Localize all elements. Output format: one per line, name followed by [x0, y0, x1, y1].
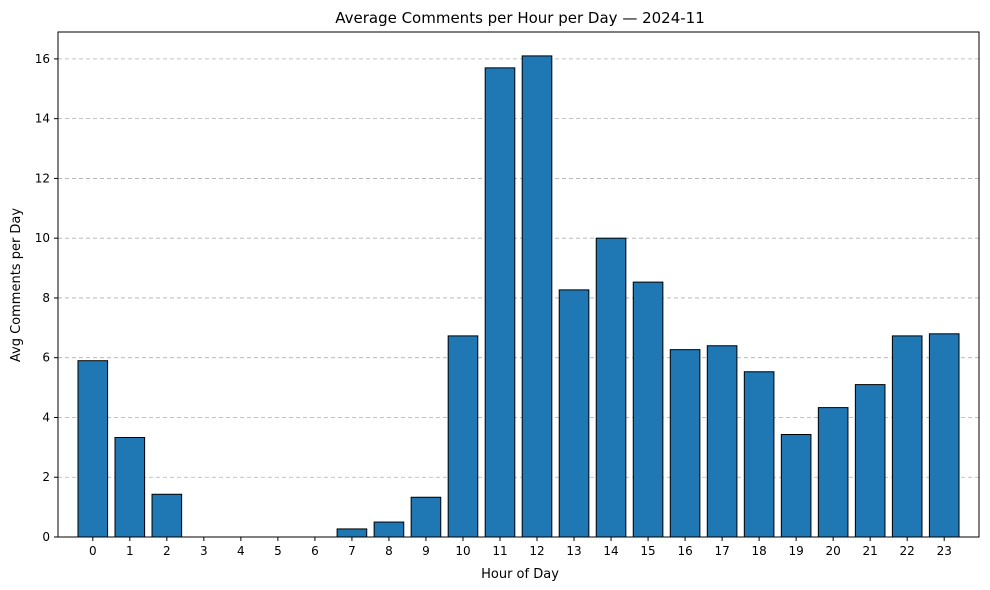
x-tick-label: 6	[311, 544, 319, 558]
bar-hour-1	[114, 436, 146, 538]
y-tick-label: 14	[35, 112, 50, 126]
y-axis-ticks: 0 2 4 6 8 10 12 14 16	[35, 52, 58, 544]
bar-hour-9	[410, 496, 442, 538]
x-tick-label: 19	[788, 544, 803, 558]
x-tick-label: 4	[237, 544, 245, 558]
bar-hour-7	[336, 528, 368, 538]
bar-hour-20	[817, 407, 849, 538]
bar-hour-19	[780, 434, 812, 538]
bar-hour-18	[743, 371, 775, 538]
x-tick-label: 11	[492, 544, 507, 558]
chart-title: Average Comments per Hour per Day — 2024…	[335, 9, 705, 27]
bar-hour-2	[151, 493, 183, 538]
x-tick-label: 18	[751, 544, 766, 558]
x-tick-label: 21	[863, 544, 878, 558]
x-tick-label: 23	[937, 544, 952, 558]
x-tick-label: 17	[714, 544, 729, 558]
x-tick-label: 1	[126, 544, 134, 558]
bar-hour-17	[706, 345, 738, 538]
x-tick-label: 20	[826, 544, 841, 558]
x-tick-label: 16	[677, 544, 692, 558]
x-axis-ticks: 0 1 2 3 4 5 6 7 8 9 10 11 12 13 14 15 16 17 18 19 20 21 22 23	[89, 537, 952, 558]
x-tick-label: 10	[455, 544, 470, 558]
y-tick-label: 6	[42, 351, 50, 365]
y-tick-label: 0	[42, 530, 50, 544]
bar-hour-8	[373, 521, 405, 538]
bar-hour-21	[854, 384, 886, 538]
y-tick-label: 12	[35, 171, 50, 185]
bar-hour-11	[484, 67, 516, 538]
x-tick-label: 3	[200, 544, 208, 558]
y-tick-label: 16	[35, 52, 50, 66]
bar-hour-15	[632, 281, 664, 538]
bar-hour-22	[891, 335, 923, 538]
x-tick-label: 13	[566, 544, 581, 558]
x-tick-label: 12	[529, 544, 544, 558]
x-tick-label: 2	[163, 544, 171, 558]
x-tick-label: 14	[603, 544, 618, 558]
y-tick-label: 4	[42, 410, 50, 424]
x-tick-label: 9	[422, 544, 430, 558]
bar-hour-16	[669, 349, 701, 538]
bar-hour-13	[558, 289, 590, 538]
bar-hour-14	[595, 237, 627, 538]
bar-hour-12	[521, 55, 553, 538]
bar-hour-23	[928, 333, 960, 538]
bars	[77, 55, 960, 538]
bar-hour-10	[447, 335, 479, 538]
x-tick-label: 15	[640, 544, 655, 558]
x-tick-label: 0	[89, 544, 97, 558]
x-tick-label: 8	[385, 544, 393, 558]
x-tick-label: 5	[274, 544, 282, 558]
y-tick-label: 8	[42, 291, 50, 305]
x-tick-label: 22	[900, 544, 915, 558]
plot-frame	[57, 31, 980, 538]
bar-hour-0	[77, 360, 109, 538]
x-tick-label: 7	[348, 544, 356, 558]
y-axis-label: Avg Comments per Day	[9, 208, 24, 363]
y-tick-label: 2	[42, 470, 50, 484]
y-tick-label: 10	[35, 231, 50, 245]
x-axis-label: Hour of Day	[481, 567, 559, 582]
